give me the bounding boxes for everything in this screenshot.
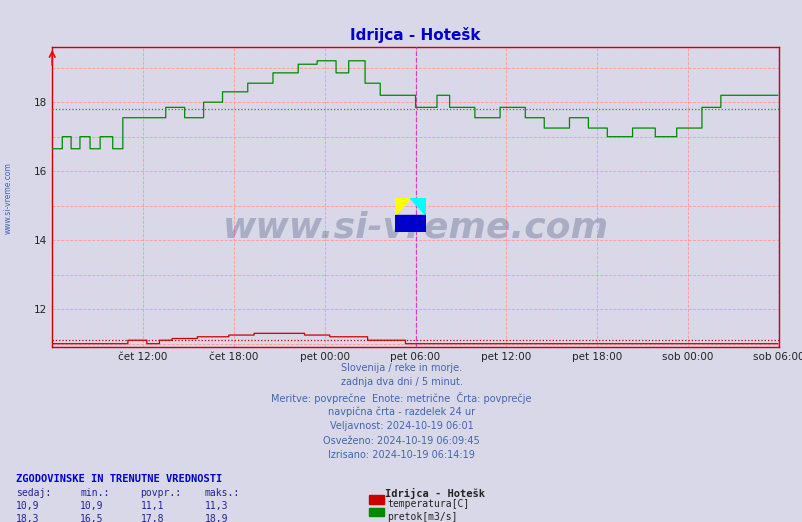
Polygon shape	[410, 198, 425, 215]
Text: ZGODOVINSKE IN TRENUTNE VREDNOSTI: ZGODOVINSKE IN TRENUTNE VREDNOSTI	[16, 474, 222, 484]
Text: Izrisano: 2024-10-19 06:14:19: Izrisano: 2024-10-19 06:14:19	[328, 450, 474, 460]
Text: www.si-vreme.com: www.si-vreme.com	[3, 162, 13, 234]
Text: 10,9: 10,9	[80, 501, 103, 511]
Text: 11,1: 11,1	[140, 501, 164, 511]
Text: Idrijca - Hotešk: Idrijca - Hotešk	[385, 488, 485, 499]
Text: 11,3: 11,3	[205, 501, 228, 511]
Text: pretok[m3/s]: pretok[m3/s]	[387, 512, 457, 521]
Text: Veljavnost: 2024-10-19 06:01: Veljavnost: 2024-10-19 06:01	[329, 421, 473, 431]
Text: 16,5: 16,5	[80, 514, 103, 522]
Text: 17,8: 17,8	[140, 514, 164, 522]
Text: 18,3: 18,3	[16, 514, 39, 522]
Polygon shape	[395, 215, 425, 232]
Text: 10,9: 10,9	[16, 501, 39, 511]
Polygon shape	[395, 198, 410, 215]
Text: maks.:: maks.:	[205, 488, 240, 498]
Text: sedaj:: sedaj:	[16, 488, 51, 498]
Text: navpična črta - razdelek 24 ur: navpična črta - razdelek 24 ur	[327, 407, 475, 417]
Text: povpr.:: povpr.:	[140, 488, 181, 498]
Text: Meritve: povprečne  Enote: metrične  Črta: povprečje: Meritve: povprečne Enote: metrične Črta:…	[271, 392, 531, 404]
Text: min.:: min.:	[80, 488, 110, 498]
Text: temperatura[C]: temperatura[C]	[387, 499, 468, 509]
Text: Slovenija / reke in morje.: Slovenija / reke in morje.	[341, 363, 461, 373]
Text: Osveženo: 2024-10-19 06:09:45: Osveženo: 2024-10-19 06:09:45	[322, 436, 480, 446]
Text: www.si-vreme.com: www.si-vreme.com	[222, 210, 608, 244]
Text: 18,9: 18,9	[205, 514, 228, 522]
Title: Idrijca - Hotešk: Idrijca - Hotešk	[350, 27, 480, 43]
Text: zadnja dva dni / 5 minut.: zadnja dva dni / 5 minut.	[340, 377, 462, 387]
